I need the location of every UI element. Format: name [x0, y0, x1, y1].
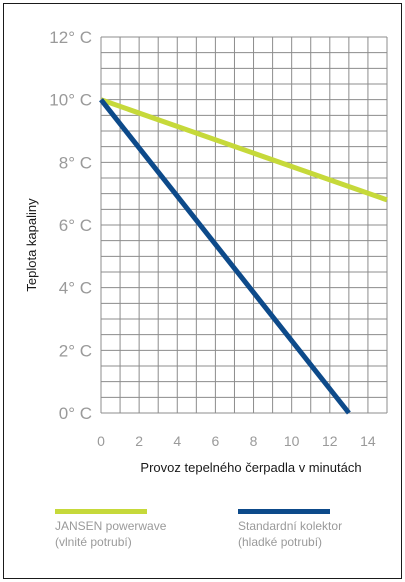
- x-tick-label: 0: [97, 433, 105, 449]
- legend-label-1: JANSEN powerwave: [55, 519, 167, 533]
- x-tick-label: 10: [284, 433, 300, 449]
- y-tick-label: 12° C: [49, 28, 92, 47]
- y-axis-title: Teplota kapaliny: [24, 198, 39, 292]
- y-tick-label: 4° C: [59, 279, 92, 298]
- x-tick-label: 8: [250, 433, 258, 449]
- chart-frame: [3, 3, 402, 579]
- grid: [100, 36, 388, 414]
- series-layer: [99, 97, 388, 415]
- x-tick-label: 2: [135, 433, 143, 449]
- y-tick-label: 2° C: [59, 341, 92, 360]
- x-tick-label: 6: [212, 433, 220, 449]
- x-tick-labels: 0 2 4 6 8 10 12 14: [97, 433, 376, 449]
- legend-swatch-2: [238, 509, 330, 514]
- y-tick-label: 8° C: [59, 153, 92, 172]
- x-axis-title: Provoz tepelného čerpadla v minutách: [140, 460, 361, 475]
- series-line-1: [100, 97, 388, 203]
- y-tick-labels: 0° C 2° C 4° C 6° C 8° C 10° C 12° C: [49, 28, 92, 423]
- series-line-2: [99, 98, 351, 415]
- x-tick-label: 12: [322, 433, 338, 449]
- legend: JANSEN powerwave (vlnité potrubí) Standard…: [55, 509, 342, 549]
- legend-swatch-1: [55, 509, 147, 514]
- legend-sublabel-2: (hladké potrubí): [238, 535, 322, 549]
- y-tick-label: 10° C: [49, 91, 92, 110]
- legend-label-2: Standardní kolektor: [238, 519, 342, 533]
- x-tick-label: 14: [360, 433, 376, 449]
- y-tick-label: 0° C: [59, 404, 92, 423]
- legend-sublabel-1: (vlnité potrubí): [55, 535, 132, 549]
- y-tick-label: 6° C: [59, 216, 92, 235]
- x-tick-label: 4: [173, 433, 181, 449]
